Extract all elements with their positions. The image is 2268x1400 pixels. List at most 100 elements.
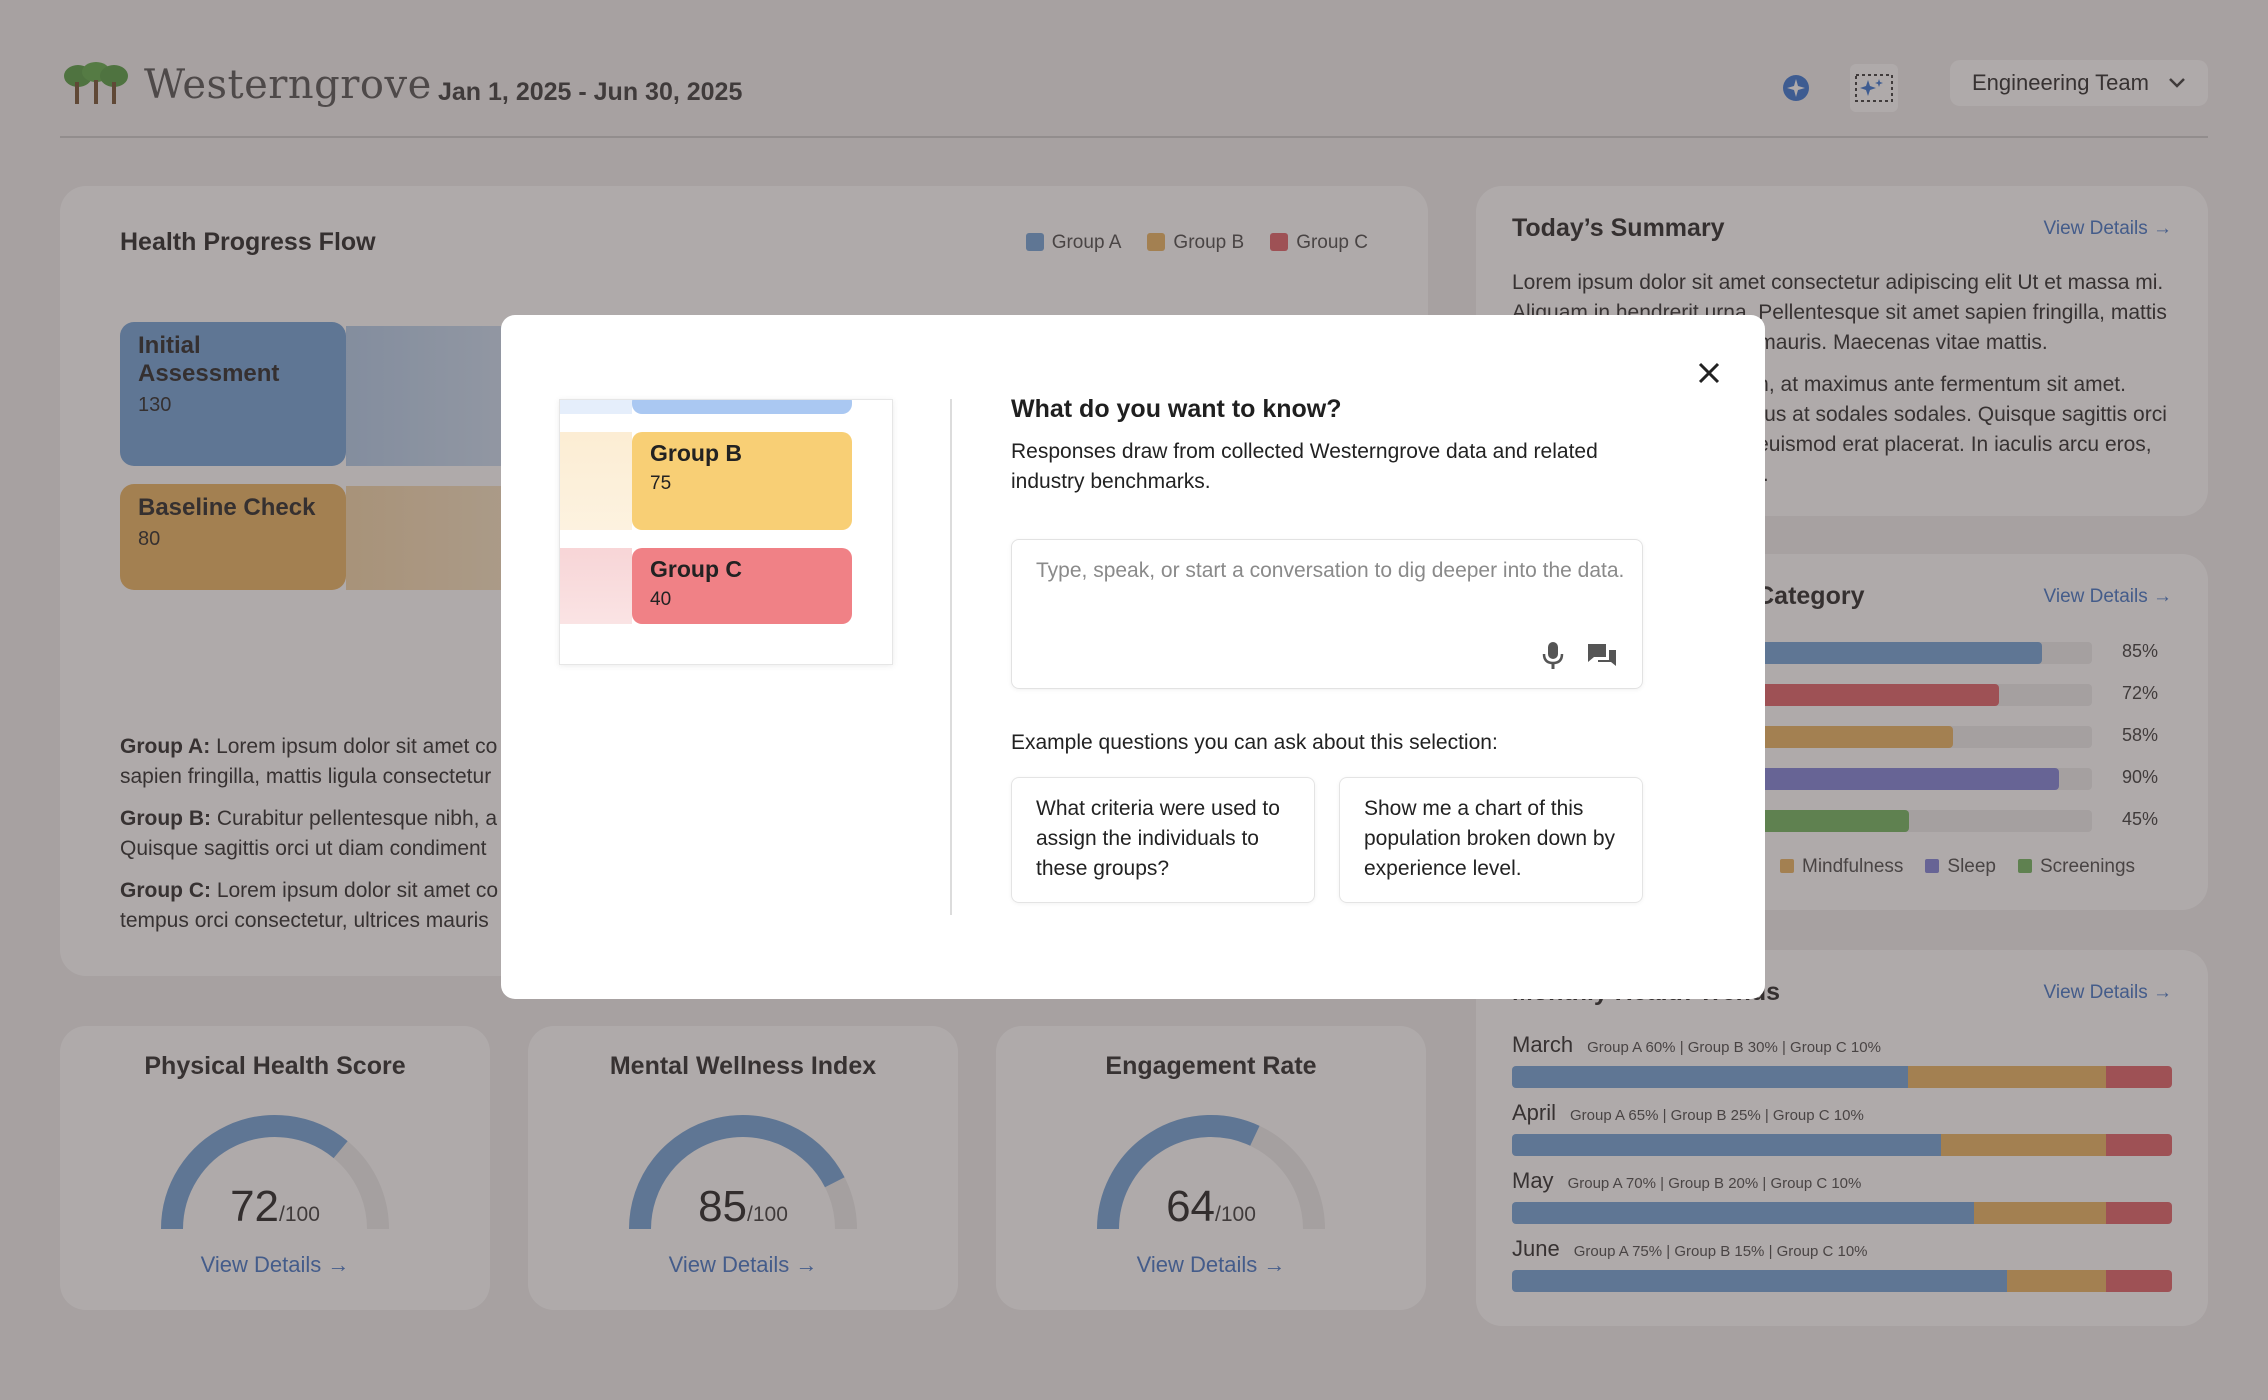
trend-row: June Group A 75% | Group B 15% | Group C …	[1512, 1236, 2174, 1292]
trend-segment-c	[2106, 1270, 2172, 1292]
examples-label: Example questions you can ask about this…	[1011, 731, 1498, 754]
trend-month: June	[1512, 1236, 1560, 1261]
category-bar-fill	[1760, 726, 1953, 748]
trend-segment-b	[1974, 1202, 2106, 1224]
category-bar-row: 90%	[1760, 767, 2180, 790]
app-header: Westerngrove Jan 1, 2025 - Jun 30, 2025 …	[60, 50, 2208, 138]
gauge-arc	[161, 1115, 389, 1230]
desc-group-a: Group A: Lorem ipsum dolor sit amet co sa…	[120, 735, 498, 788]
desc-group-c: Group C: Lorem ipsum dolor sit amet co te…	[120, 879, 499, 932]
gauge-fill	[161, 1115, 348, 1230]
ai-assistant-button[interactable]	[1772, 64, 1820, 112]
category-bar-pct: 58%	[2122, 725, 2159, 745]
category-bar-pct: 45%	[2122, 809, 2159, 829]
legend-item-sleep: Sleep	[1925, 856, 1996, 878]
preview-node-group-b: Group B 75	[632, 432, 852, 530]
chevron-down-icon	[2169, 78, 2185, 88]
close-icon	[1698, 362, 1720, 384]
score-title: Mental Wellness Index	[609, 1052, 877, 1080]
trend-note: Group A 60% | Group B 30% | Group C 10%	[1587, 1039, 1881, 1056]
team-selector[interactable]: Engineering Team	[1950, 60, 2208, 106]
flow-node-value: 130	[138, 394, 172, 416]
preview-node-label: Group B	[650, 440, 742, 466]
trend-stacked-bar	[1512, 1134, 2172, 1156]
flow-node-value: 80	[138, 528, 161, 550]
voice-input-button[interactable]	[1536, 636, 1570, 676]
modal-title: What do you want to know?	[1011, 395, 1342, 423]
category-bar-track	[1760, 810, 2092, 832]
trend-segment-c	[2106, 1066, 2172, 1088]
category-bar-row: 58%	[1760, 725, 2180, 748]
modal-divider	[950, 399, 952, 915]
view-details-link[interactable]: View Details →	[2043, 982, 2172, 1003]
example-question-card[interactable]: What criteria were used to assign the in…	[1011, 777, 1315, 903]
view-details-link[interactable]: View Details →	[2043, 586, 2172, 607]
chat-bubbles-icon	[1588, 644, 1616, 666]
trend-segment-a	[1512, 1134, 1941, 1156]
gauge-arc	[1097, 1115, 1325, 1230]
trend-segment-a	[1512, 1066, 1908, 1088]
category-bar-fill	[1760, 768, 2059, 790]
gauge-fill	[1097, 1115, 1260, 1230]
trend-segment-a	[1512, 1270, 2007, 1292]
category-bar-pct: 85%	[2122, 641, 2159, 661]
trend-note: Group A 70% | Group B 20% | Group C 10%	[1567, 1175, 1862, 1192]
score-title: Engagement Rate	[1105, 1052, 1317, 1080]
view-details-link[interactable]: View Details →	[2043, 218, 2172, 239]
preview-node-value: 75	[650, 473, 672, 494]
question-input[interactable]	[1036, 556, 1626, 636]
score-card-engagement: Engagement Rate 64/100 View Details →	[996, 1026, 1426, 1310]
modal-subtitle: Responses draw from collected Westerngro…	[1011, 440, 1598, 493]
legend-item-group-a: Group A	[1025, 232, 1121, 254]
trend-note: Group A 75% | Group B 15% | Group C 10%	[1573, 1243, 1868, 1260]
summary-title: Today’s Summary	[1512, 214, 1725, 242]
score-value: 72/100	[230, 1182, 320, 1231]
trend-segment-a	[1512, 1202, 1974, 1224]
trend-stacked-bar	[1512, 1066, 2172, 1088]
start-conversation-button[interactable]	[1582, 636, 1622, 676]
flow-node-baseline-check[interactable]: Baseline Check 80	[120, 484, 346, 590]
legend-item-group-c: Group C	[1270, 232, 1368, 254]
flow-legend: Group A Group B Group C	[1025, 232, 1368, 254]
score-value: 85/100	[698, 1182, 788, 1231]
view-details-link[interactable]: View Details →	[1136, 1252, 1286, 1277]
trend-stacked-bar	[1512, 1202, 2172, 1224]
view-details-link[interactable]: View Details →	[668, 1252, 818, 1277]
preview-node-partial	[632, 400, 852, 414]
score-card-physical: Physical Health Score 72/100 View Detail…	[60, 1026, 490, 1310]
category-bar-track	[1760, 642, 2092, 664]
trend-month: April	[1512, 1100, 1557, 1125]
close-button[interactable]	[1689, 353, 1729, 393]
preview-band	[560, 432, 632, 530]
example-question-card[interactable]: Show me a chart of this population broke…	[1339, 777, 1643, 903]
score-card-mental: Mental Wellness Index 85/100 View Detail…	[528, 1026, 958, 1310]
category-bar-pct: 72%	[2122, 683, 2159, 703]
preview-band	[560, 548, 632, 624]
category-bar-row: 45%	[1760, 809, 2180, 832]
trend-segment-b	[1908, 1066, 2106, 1088]
trend-month: May	[1512, 1168, 1554, 1193]
flow-title: Health Progress Flow	[120, 228, 376, 256]
trend-row: April Group A 65% | Group B 25% | Group C…	[1512, 1100, 2174, 1156]
ai-select-area-button[interactable]	[1850, 64, 1898, 112]
brand-name: Westerngrove	[144, 62, 432, 108]
preview-node-label: Group C	[650, 556, 742, 582]
legend-item-screenings: Screenings	[2018, 856, 2135, 878]
flow-node-initial-assessment[interactable]: Initial Assessment 130	[120, 322, 346, 466]
preview-node-value: 40	[650, 589, 672, 610]
view-details-link[interactable]: View Details →	[200, 1252, 350, 1277]
trend-row: March Group A 60% | Group B 30% | Group C…	[1512, 1032, 2174, 1088]
category-bar-fill	[1760, 684, 2000, 706]
date-range[interactable]: Jan 1, 2025 - Jun 30, 2025	[438, 78, 743, 106]
score-value: 64/100	[1166, 1182, 1256, 1231]
legend-item-group-b: Group B	[1147, 232, 1244, 254]
team-selector-label: Engineering Team	[1972, 70, 2149, 95]
category-legend: Mindfulness Sleep Screenings	[1780, 856, 2135, 878]
trend-note: Group A 65% | Group B 25% | Group C 10%	[1570, 1107, 1864, 1124]
microphone-icon	[1542, 642, 1564, 669]
category-bar-row: 85%	[1760, 641, 2180, 664]
flow-node-label: Baseline Check	[138, 494, 316, 521]
trend-stacked-bar	[1512, 1270, 2172, 1292]
flow-node-label: Initial Assessment	[138, 332, 280, 387]
